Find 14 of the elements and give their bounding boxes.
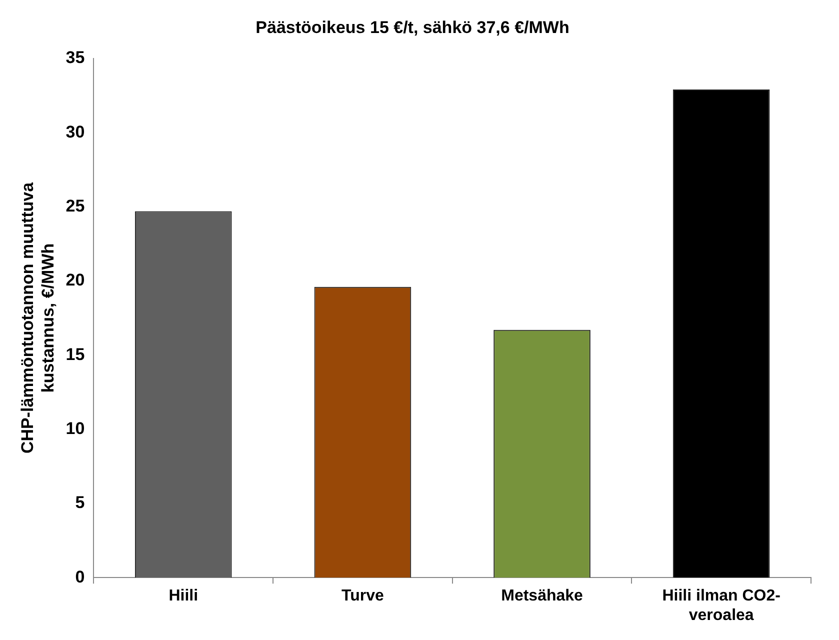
x-tick-label: Turve	[342, 588, 384, 605]
y-tick-label: 15	[66, 344, 85, 364]
y-tick-label: 0	[75, 567, 85, 586]
chart-title: Päästöoikeus 15 €/t, sähkö 37,6 €/MWh	[256, 18, 570, 37]
y-tick-label: 20	[66, 270, 85, 290]
y-tick-label: 35	[66, 48, 85, 68]
y-tick-label: 30	[66, 122, 85, 142]
x-tick-label: Hiili	[168, 588, 198, 605]
y-tick-label: 25	[66, 196, 85, 216]
x-tick-label: Metsähake	[501, 588, 584, 605]
x-tick-label: Hiili ilman CO2-veroalea	[662, 588, 780, 624]
y-tick-label: 10	[66, 418, 85, 438]
y-tick-label: 5	[75, 493, 85, 512]
y-axis-title: CHP-lämmöntuotannon muuttuva kustannus, €/MWh	[18, 182, 58, 454]
